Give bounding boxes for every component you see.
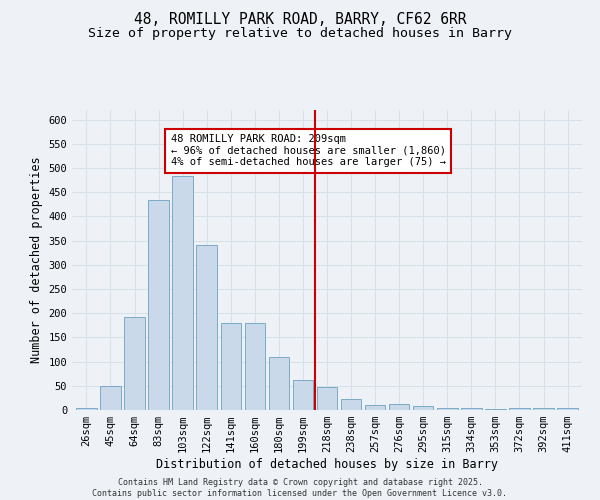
Bar [269,357,289,410]
Bar [557,408,578,410]
Bar [172,176,193,410]
Bar [485,408,506,410]
Bar [196,246,217,410]
Bar [245,323,265,410]
X-axis label: Distribution of detached houses by size in Barry: Distribution of detached houses by size … [156,458,498,471]
Text: Contains HM Land Registry data © Crown copyright and database right 2025.
Contai: Contains HM Land Registry data © Crown c… [92,478,508,498]
Text: Size of property relative to detached houses in Barry: Size of property relative to detached ho… [88,28,512,40]
Y-axis label: Number of detached properties: Number of detached properties [30,156,43,364]
Bar [124,316,145,410]
Text: 48, ROMILLY PARK ROAD, BARRY, CF62 6RR: 48, ROMILLY PARK ROAD, BARRY, CF62 6RR [134,12,466,28]
Bar [76,408,97,410]
Bar [413,406,433,410]
Bar [148,200,169,410]
Bar [461,408,482,410]
Bar [221,323,241,410]
Bar [389,404,409,410]
Bar [293,380,313,410]
Bar [100,386,121,410]
Bar [365,404,385,410]
Bar [341,399,361,410]
Bar [317,388,337,410]
Bar [437,408,458,410]
Text: 48 ROMILLY PARK ROAD: 209sqm
← 96% of detached houses are smaller (1,860)
4% of : 48 ROMILLY PARK ROAD: 209sqm ← 96% of de… [170,134,446,168]
Bar [509,408,530,410]
Bar [533,408,554,410]
